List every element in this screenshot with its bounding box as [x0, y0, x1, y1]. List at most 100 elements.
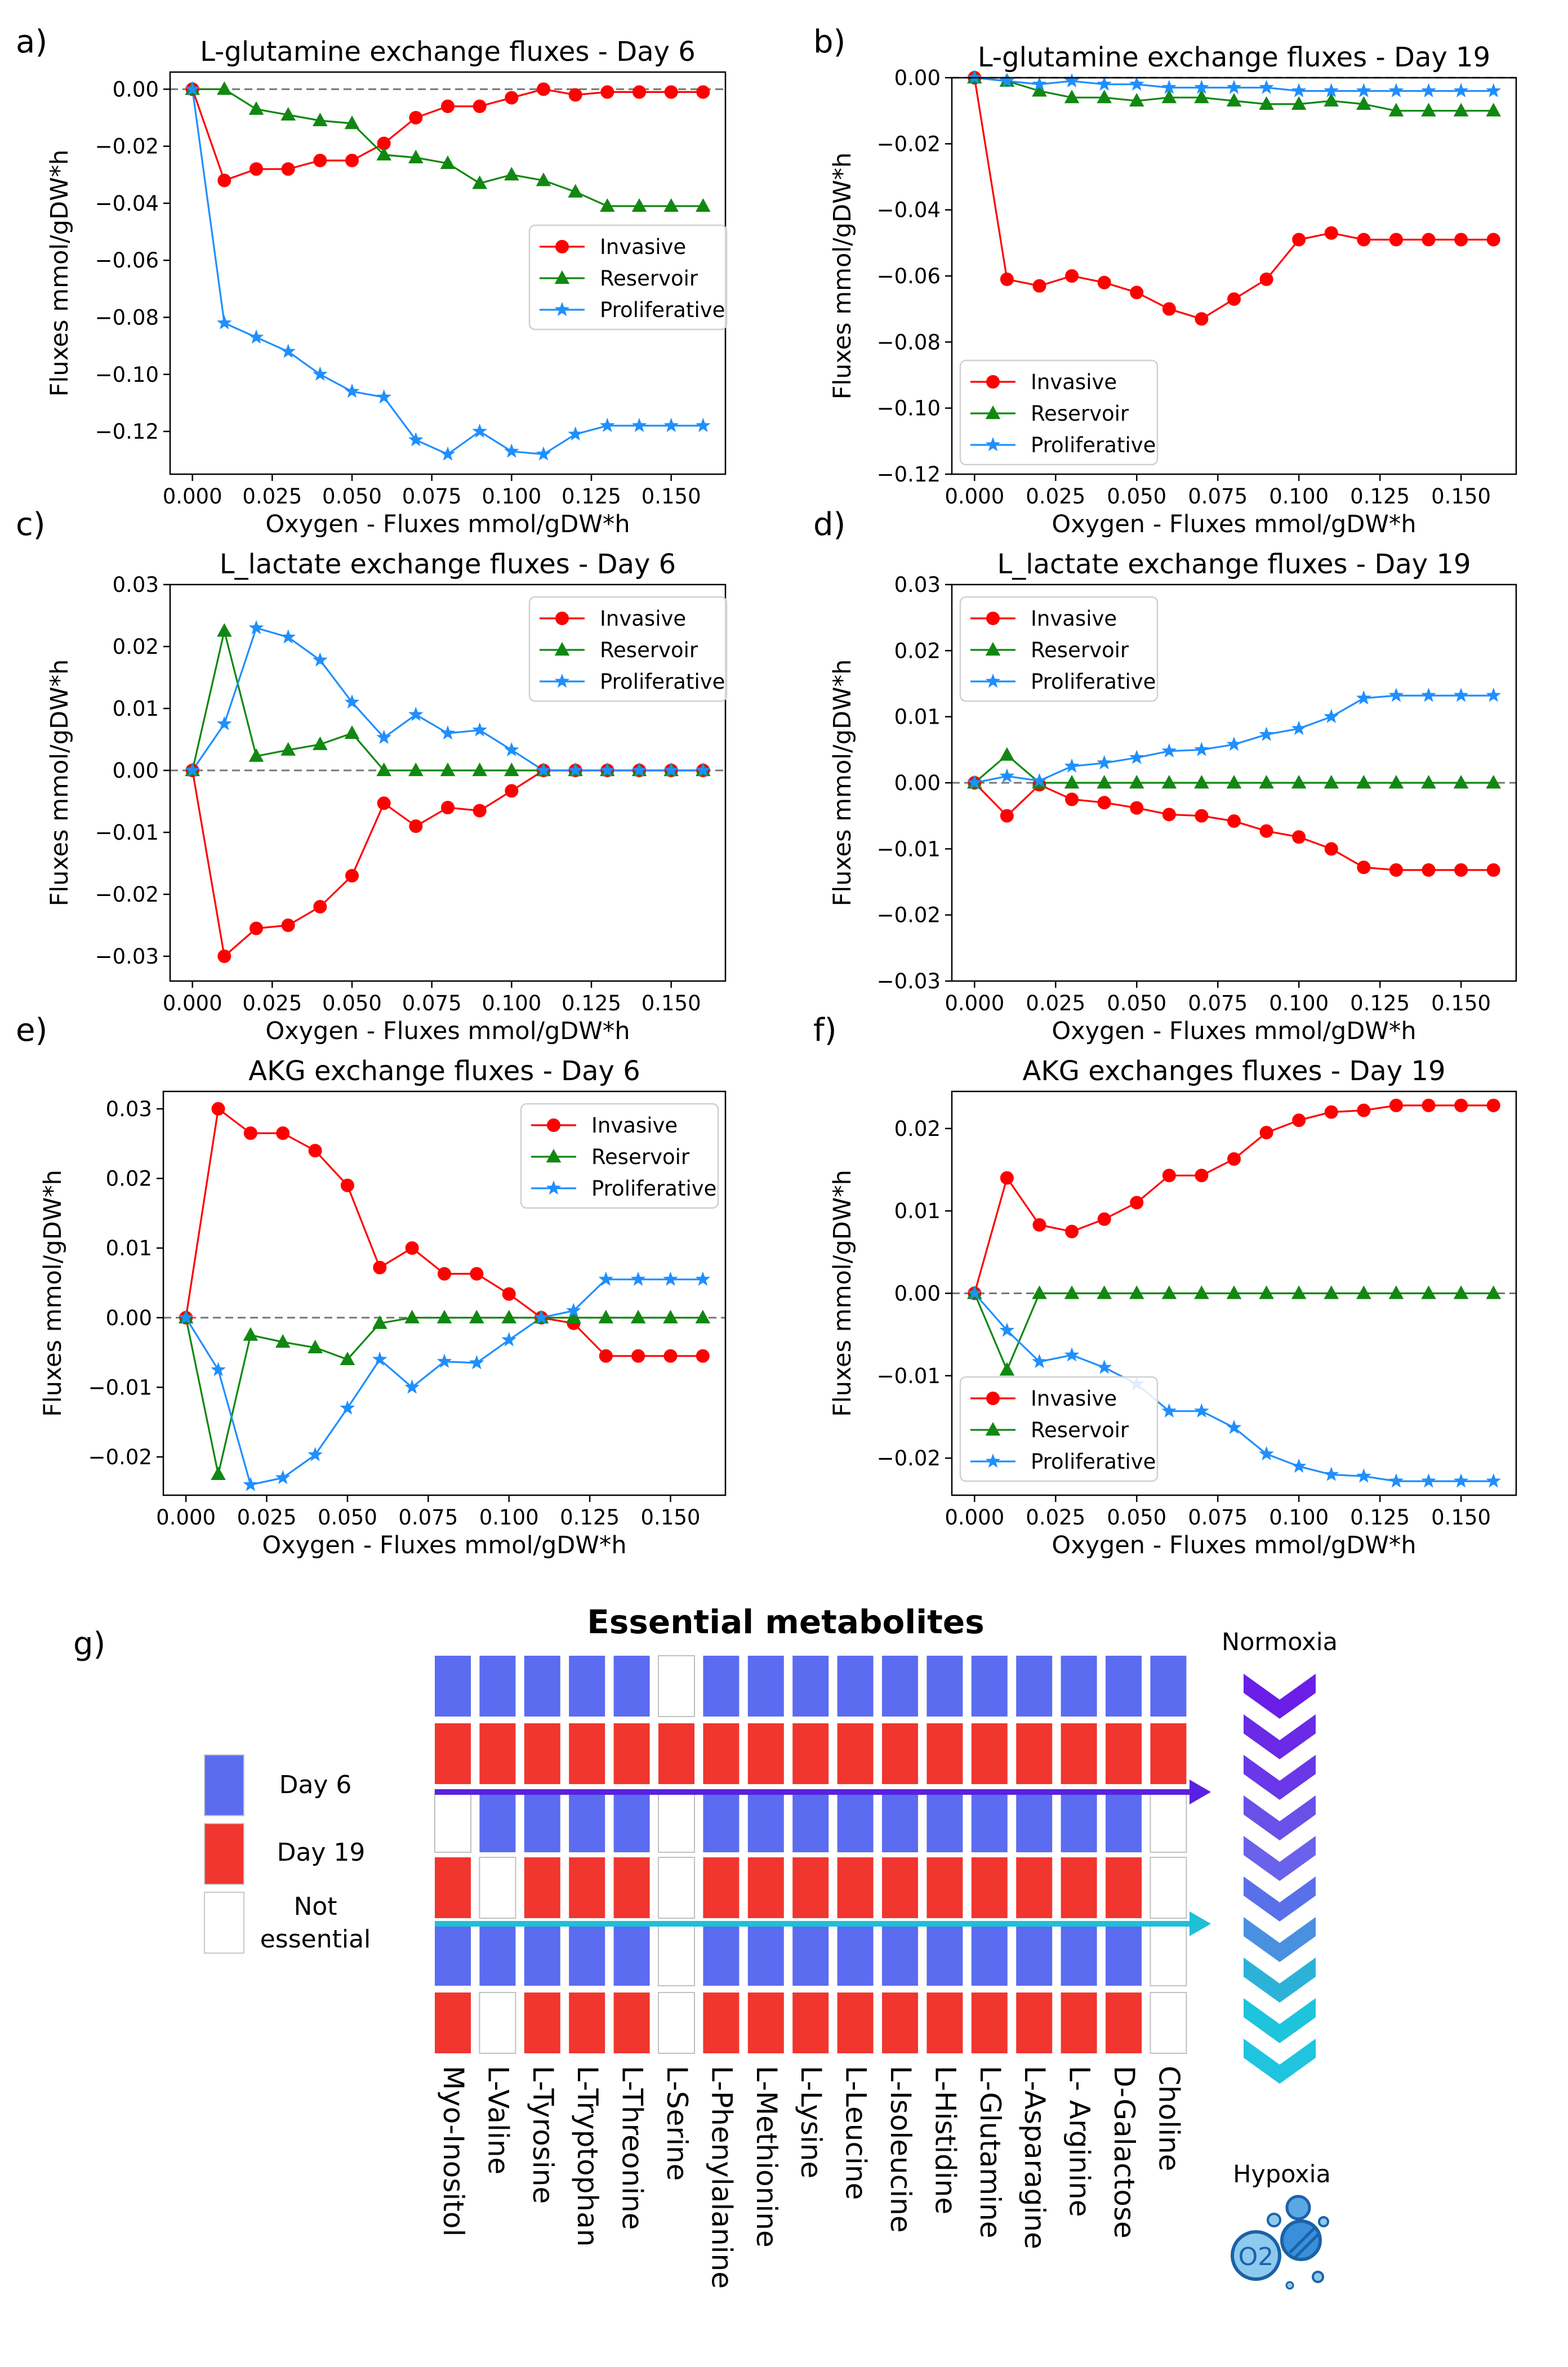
- heatmap-cell: [747, 1791, 784, 1852]
- heatmap-cell: [569, 1723, 605, 1784]
- y-tick-label-f: −0.01: [877, 1364, 941, 1388]
- data-point-proliferative-e: [340, 1400, 355, 1415]
- chart-f: f) AKG exchanges fluxes - Day 19 0.000 0.02…: [813, 1012, 1517, 1559]
- heatmap-cell: [1016, 1925, 1053, 1986]
- y-tick-label-a: −0.02: [95, 135, 159, 159]
- data-point-reservoir-d: [1324, 775, 1339, 789]
- data-point-invasive-f: [1389, 1098, 1403, 1112]
- data-point-reservoir-b: [1161, 90, 1177, 104]
- legend-a: Invasive Reservoir Proliferative: [528, 224, 728, 331]
- data-point-invasive-b: [1357, 233, 1371, 247]
- data-point-proliferative-a: [440, 446, 456, 461]
- metabolite-label: D-Galactose: [1108, 2066, 1141, 2239]
- data-point-reservoir-e: [372, 1315, 387, 1329]
- data-point-proliferative-d: [1097, 755, 1112, 770]
- heatmap-title: Essential metabolites: [587, 1603, 984, 1641]
- data-point-reservoir-c: [313, 736, 328, 750]
- heatmap-cell: [658, 1791, 695, 1853]
- gradient-chevron: [1244, 1795, 1316, 1840]
- data-point-proliferative-a: [568, 426, 583, 441]
- heatmap-cell: [613, 1992, 650, 2053]
- y-tick-label-b: −0.04: [877, 198, 941, 222]
- data-point-reservoir-e: [243, 1327, 259, 1341]
- data-point-invasive-f: [1259, 1126, 1273, 1140]
- y-axis-label-b: Fluxes mmol/gDW*h: [828, 153, 857, 400]
- legend-swatch-day19: [204, 1823, 244, 1885]
- legend-box-b: [959, 359, 1159, 466]
- data-point-invasive-a: [281, 162, 295, 176]
- o2-bubble-tiny: [1318, 2216, 1329, 2227]
- heatmap-cell: [1061, 1656, 1097, 1717]
- data-point-reservoir-d: [1356, 775, 1371, 789]
- data-point-proliferative-b: [999, 73, 1015, 88]
- x-tick-label-e: 0.125: [560, 1505, 620, 1530]
- data-point-invasive-c: [505, 784, 519, 798]
- data-point-reservoir-c: [440, 763, 456, 777]
- data-point-proliferative-c: [344, 694, 360, 709]
- data-point-proliferative-b: [1194, 79, 1209, 94]
- heatmap-cell: [658, 1992, 695, 2054]
- data-point-proliferative-b: [1259, 79, 1274, 94]
- o2-bubbles-icon: O2: [1231, 2195, 1329, 2290]
- data-point-reservoir-f: [1324, 1285, 1339, 1299]
- legend-label-reservoir: Reservoir: [1031, 402, 1129, 426]
- data-point-reservoir-a: [568, 184, 583, 198]
- data-point-proliferative-b: [1032, 76, 1047, 91]
- data-point-proliferative-c: [376, 729, 391, 744]
- data-point-invasive-e: [308, 1144, 322, 1158]
- legend-box-c: [528, 596, 728, 702]
- heatmap-cell: [569, 1791, 605, 1852]
- metabolite-label: L- Arginine: [1063, 2066, 1096, 2217]
- x-tick-label-a: 0.125: [562, 484, 621, 509]
- data-point-proliferative-d: [1486, 688, 1501, 702]
- x-tick-label-b: 0.025: [1026, 484, 1085, 509]
- data-point-invasive-a: [409, 111, 423, 125]
- data-point-proliferative-c: [568, 763, 583, 777]
- data-point-reservoir-f: [1032, 1285, 1047, 1299]
- legend-marker-invasive: [555, 240, 569, 253]
- data-point-proliferative-a: [631, 417, 647, 433]
- y-tick-label-d: 0.02: [894, 639, 941, 663]
- data-point-reservoir-a: [536, 172, 551, 186]
- legend-label-invasive: Invasive: [1031, 607, 1117, 631]
- data-point-reservoir-e: [340, 1351, 355, 1366]
- data-point-invasive-d: [1454, 863, 1468, 877]
- data-point-proliferative-b: [1356, 83, 1371, 97]
- data-point-invasive-f: [1097, 1212, 1111, 1226]
- data-point-reservoir-b: [1291, 96, 1307, 110]
- heatmap-cell: [1061, 1925, 1097, 1986]
- o2-bubble-tiny: [1267, 2213, 1281, 2227]
- data-point-proliferative-d: [1356, 690, 1371, 705]
- heatmap-cell: [569, 1656, 605, 1717]
- gradient-chevron: [1244, 1674, 1316, 1719]
- legend-marker-invasive: [986, 612, 1000, 625]
- x-tick-label-d: 0.050: [1107, 991, 1166, 1015]
- o2-text: O2: [1239, 2243, 1274, 2271]
- data-point-proliferative-a: [376, 389, 391, 404]
- data-point-invasive-c: [441, 801, 455, 814]
- metabolite-label: L-Threonine: [616, 2066, 649, 2230]
- data-point-invasive-e: [340, 1178, 354, 1192]
- x-tick-label-b: 0.100: [1269, 484, 1329, 509]
- data-point-invasive-a: [568, 88, 582, 102]
- data-point-proliferative-b: [1324, 83, 1339, 97]
- data-point-proliferative-c: [440, 725, 456, 740]
- heatmap-cell: [926, 1925, 963, 1986]
- panel-label-b: b): [813, 24, 845, 60]
- legend-marker-invasive: [555, 612, 569, 625]
- data-point-proliferative-e: [178, 1309, 194, 1325]
- data-point-reservoir-d: [1129, 775, 1144, 789]
- heatmap-cell: [1106, 1656, 1142, 1717]
- data-point-reservoir-b: [1486, 102, 1501, 117]
- heatmap-cell: [792, 1723, 829, 1784]
- data-point-proliferative-e: [663, 1271, 678, 1286]
- data-point-invasive-f: [1195, 1169, 1209, 1183]
- heatmap-cell: [837, 1791, 874, 1852]
- data-point-reservoir-f: [1097, 1285, 1112, 1299]
- legend-label-proliferative: Proliferative: [600, 298, 725, 322]
- gradient-chevron: [1244, 1958, 1316, 2003]
- legend-c: Invasive Reservoir Proliferative: [528, 596, 728, 702]
- data-point-proliferative-f: [1064, 1347, 1080, 1362]
- heatmap-cell: [1016, 1791, 1053, 1852]
- heatmap-cell: [703, 1791, 740, 1852]
